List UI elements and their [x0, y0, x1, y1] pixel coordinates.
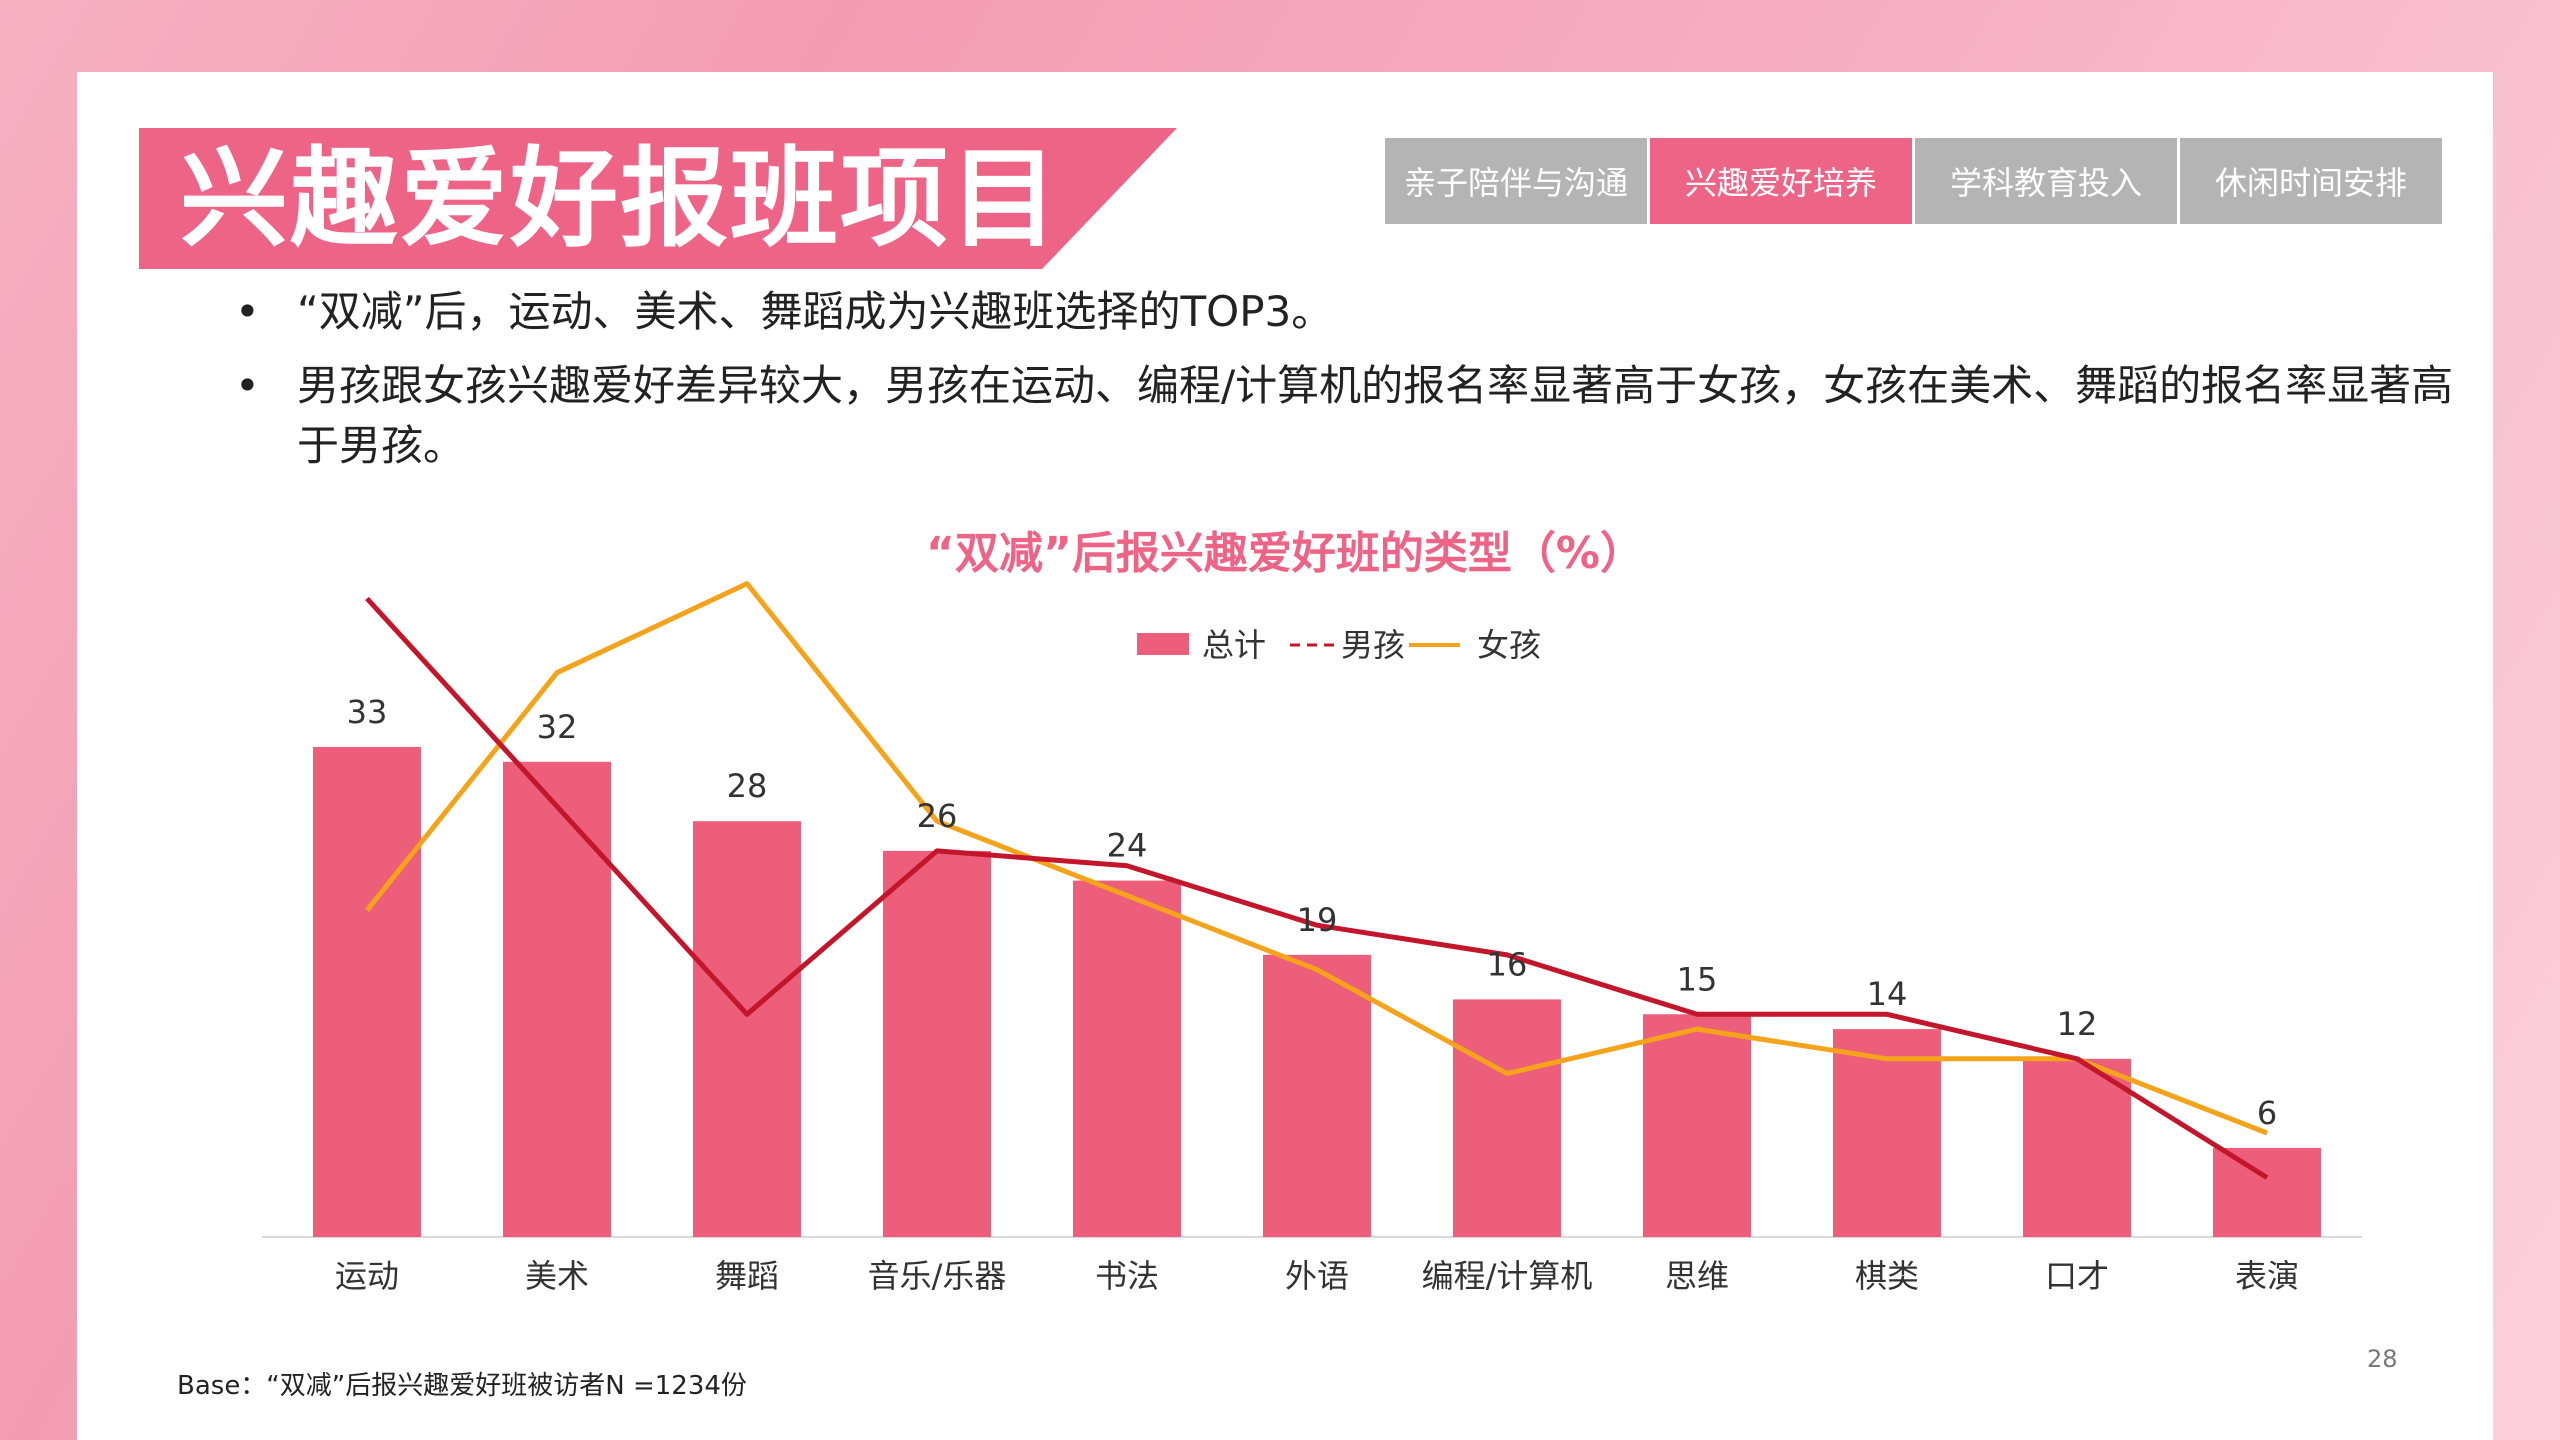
data-label: 28 — [727, 767, 768, 805]
tick-label: 棋类 — [1855, 1257, 1919, 1295]
legend-label-girls: 女孩 — [1477, 626, 1541, 664]
girls-series-line — [365, 581, 2268, 1136]
data-label: 14 — [1867, 975, 1908, 1013]
tick-label: 运动 — [335, 1257, 399, 1295]
bar — [2213, 1147, 2321, 1237]
data-label: 16 — [1487, 945, 1528, 983]
tick-label: 表演 — [2235, 1257, 2299, 1295]
section-tabs: 亲子陪伴与沟通 兴趣爱好培养 学科教育投入 休闲时间安排 — [1385, 138, 2442, 224]
legend-swatch-total — [1137, 633, 1189, 655]
slide-canvas: 兴趣爱好报班项目 亲子陪伴与沟通 兴趣爱好培养 学科教育投入 休闲时间安排 • … — [77, 72, 2493, 1440]
tick-label: 书法 — [1095, 1257, 1159, 1295]
tick-label: 思维 — [1665, 1257, 1729, 1295]
data-label: 26 — [917, 797, 958, 835]
data-label: 19 — [1297, 901, 1338, 939]
page-title: 兴趣爱好报班项目 — [180, 137, 1061, 262]
tab-subject-education[interactable]: 学科教育投入 — [1915, 138, 2177, 224]
bar — [1073, 880, 1181, 1237]
base-note: Base：“双减”后报兴趣爱好班被访者N =1234份 — [177, 1371, 747, 1401]
data-label: 24 — [1107, 827, 1148, 865]
tab-parent-child[interactable]: 亲子陪伴与沟通 — [1385, 138, 1647, 224]
bullet-marker: • — [235, 361, 260, 410]
data-label: 32 — [537, 708, 578, 746]
bar — [883, 850, 991, 1237]
legend-label-total: 总计 — [1202, 626, 1266, 664]
chart-canvas: 33 32 28 26 24 19 16 15 14 12 6 运动 美术 舞蹈 音乐/乐器 书法 外语 编程/计… — [262, 581, 2362, 1295]
bullet-item: • “双减”后，运动、美术、舞蹈成为兴趣班选择的TOP3。 — [157, 282, 2477, 342]
data-label: 6 — [2257, 1094, 2277, 1132]
bullet-text: 男孩跟女孩兴趣爱好差异较大，男孩在运动、编程/计算机的报名率显著高于女孩，女孩在… — [297, 361, 2454, 470]
title-banner — [139, 128, 1177, 269]
bullet-text: “双减”后，运动、美术、舞蹈成为兴趣班选择的TOP3。 — [297, 287, 1334, 336]
legend-label-boys: 男孩 — [1341, 626, 1405, 664]
data-label: 12 — [2057, 1005, 2098, 1043]
tick-label: 舞蹈 — [715, 1257, 779, 1295]
bullet-marker: • — [235, 287, 260, 336]
tick-label: 外语 — [1285, 1257, 1349, 1295]
data-label: 15 — [1677, 960, 1718, 998]
tick-label: 音乐/乐器 — [868, 1257, 1007, 1295]
chart-title: “双减”后报兴趣爱好班的类型（%） — [926, 528, 1644, 579]
bullet-item: • 男孩跟女孩兴趣爱好差异较大，男孩在运动、编程/计算机的报名率显著高于女孩，女… — [157, 356, 2477, 476]
tick-label: 美术 — [525, 1257, 589, 1295]
page-number: 28 — [2367, 1345, 2398, 1373]
bar — [1263, 954, 1371, 1237]
bar — [693, 821, 801, 1237]
bar — [503, 761, 611, 1237]
bar — [1453, 999, 1561, 1237]
tick-label: 编程/计算机 — [1422, 1257, 1593, 1295]
bar — [1833, 1029, 1941, 1237]
bar — [2023, 1058, 2131, 1237]
tab-interest-hobbies[interactable]: 兴趣爱好培养 — [1650, 138, 1912, 224]
tick-label: 口才 — [2045, 1257, 2109, 1295]
boys-series-line — [365, 596, 2269, 1180]
bar — [1643, 1014, 1751, 1237]
data-label: 33 — [347, 693, 388, 731]
tab-leisure-time[interactable]: 休闲时间安排 — [2180, 138, 2442, 224]
bullet-list: • “双减”后，运动、美术、舞蹈成为兴趣班选择的TOP3。 • 男孩跟女孩兴趣爱… — [157, 282, 2477, 490]
bar — [313, 746, 421, 1237]
